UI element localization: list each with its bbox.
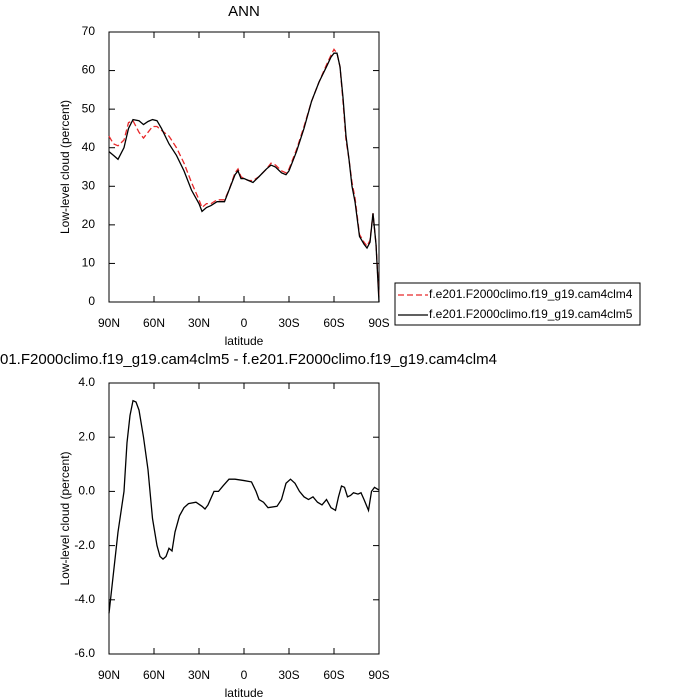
x-axis-label: latitude — [225, 686, 264, 700]
x-tick-label: 30S — [278, 668, 299, 682]
x-tick-label: 90S — [368, 668, 389, 682]
y-axis-label: Low-level cloud (percent) — [58, 100, 72, 234]
x-tick-label: 90N — [98, 316, 120, 330]
y-tick-label: -2.0 — [74, 538, 95, 552]
x-axis-label: latitude — [225, 334, 264, 348]
x-tick-label: 60N — [143, 668, 165, 682]
plot-frame — [108, 382, 380, 655]
data-line — [108, 399, 380, 614]
legend-label: f.e201.F2000climo.f19_g19.cam4clm5 — [429, 307, 633, 321]
chart-title: 01.F2000climo.f19_g19.cam4clm5 - f.e201.… — [0, 351, 497, 368]
y-tick-label: 50 — [82, 101, 96, 115]
data-line — [108, 52, 380, 303]
x-tick-label: 60N — [143, 316, 165, 330]
x-tick-label: 90N — [98, 668, 120, 682]
y-tick-label: 2.0 — [78, 429, 95, 443]
x-tick-label: 0 — [241, 668, 248, 682]
y-tick-label: -4.0 — [74, 592, 95, 606]
legend-label: f.e201.F2000climo.f19_g19.cam4clm4 — [429, 287, 633, 301]
y-tick-label: 0.0 — [78, 484, 95, 498]
y-tick-label: 0 — [88, 294, 95, 308]
y-tick-label: 60 — [82, 63, 96, 77]
y-tick-label: 70 — [82, 24, 96, 38]
x-tick-label: 30N — [188, 316, 210, 330]
x-tick-label: 90S — [368, 316, 389, 330]
plot-frame — [108, 31, 380, 303]
legend-box — [394, 282, 641, 326]
chart-title: ANN — [228, 3, 260, 20]
y-axis-label: Low-level cloud (percent) — [58, 451, 72, 585]
y-tick-label: -6.0 — [74, 646, 95, 660]
x-tick-label: 60S — [323, 316, 344, 330]
x-tick-label: 30S — [278, 316, 299, 330]
x-tick-label: 30N — [188, 668, 210, 682]
x-tick-label: 60S — [323, 668, 344, 682]
data-line — [108, 48, 380, 299]
x-tick-label: 0 — [241, 316, 248, 330]
y-tick-label: 20 — [82, 217, 96, 231]
y-tick-label: 40 — [82, 140, 96, 154]
y-tick-label: 30 — [82, 178, 96, 192]
y-tick-label: 4.0 — [78, 375, 95, 389]
y-tick-label: 10 — [82, 256, 96, 270]
